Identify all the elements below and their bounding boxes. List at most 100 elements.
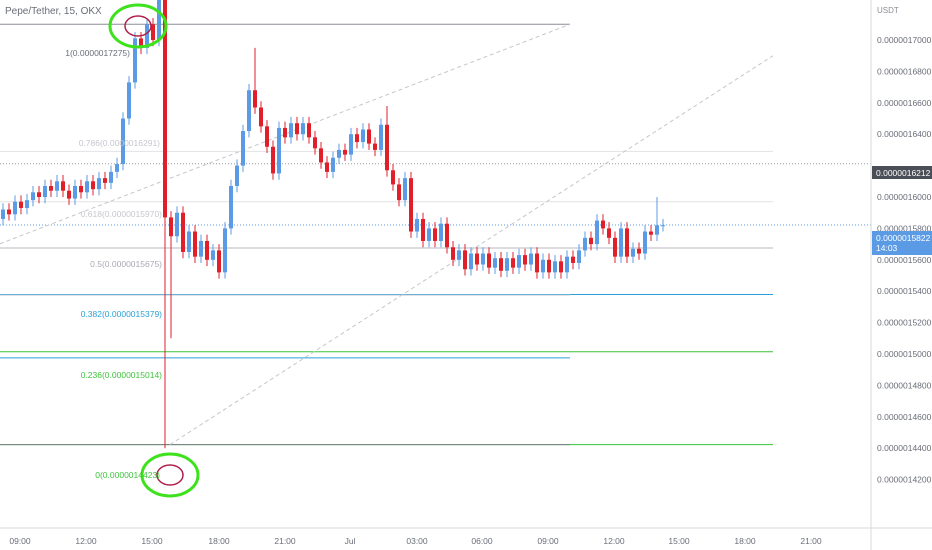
candle-body	[325, 162, 329, 172]
price-tick-label: 0.0000014600	[877, 412, 932, 422]
candle-body	[559, 261, 563, 273]
trend-line[interactable]	[0, 23, 571, 245]
price-tick-label: 0.0000016800	[877, 66, 932, 76]
price-tick-label: 0.0000015200	[877, 318, 932, 328]
candle-body	[637, 248, 641, 254]
candle-body	[277, 127, 281, 174]
swing-low-circle[interactable]	[140, 452, 200, 498]
candle-body	[595, 220, 599, 245]
candle-body	[247, 90, 251, 132]
candle-body	[211, 250, 215, 260]
candle-body	[481, 253, 485, 265]
candle-body	[631, 248, 635, 257]
candle-body	[295, 123, 299, 135]
candle-body	[547, 259, 551, 273]
candle-body	[25, 200, 29, 208]
price-tick-label: 0.0000015800	[877, 223, 932, 233]
price-tick-label: 0.0000015600	[877, 255, 932, 265]
candle-body	[457, 250, 461, 260]
candle-body	[187, 231, 191, 252]
candle-body	[355, 134, 359, 143]
candle-body	[121, 118, 125, 165]
candle-body	[55, 181, 59, 191]
price-tick-label: 0.0000016600	[877, 98, 932, 108]
inner-marker-circle[interactable]	[124, 15, 152, 37]
time-tick-label: 21:00	[274, 536, 296, 546]
candle-body	[229, 186, 233, 229]
candle-body	[391, 170, 395, 185]
price-tick-label: 0.0000014200	[877, 475, 932, 485]
fib-label-1: 1(0.0000017275)	[65, 48, 130, 58]
fib-label-05: 0.5(0.0000015675)	[90, 259, 162, 269]
price-tick-label: 0.0000015000	[877, 349, 932, 359]
candle-body	[31, 192, 35, 201]
candle-body	[37, 192, 41, 197]
candle-body	[541, 259, 545, 273]
candle-body	[85, 181, 89, 193]
price-tick-label: 0.0000016400	[877, 129, 932, 139]
fib-label-0236: 0.236(0.0000015014)	[81, 370, 162, 380]
chart-title: Pepe/Tether, 15, OKX	[5, 6, 102, 17]
candle-body	[13, 201, 17, 215]
time-tick-label: 12:00	[603, 536, 625, 546]
candle-body	[505, 258, 509, 271]
time-tick-label: 06:00	[471, 536, 493, 546]
candle-body	[175, 212, 179, 237]
candle-body	[97, 178, 101, 190]
candle-body	[289, 123, 293, 138]
candle-body	[589, 237, 593, 245]
candle-body	[193, 231, 197, 257]
time-axis[interactable]: 09:00 12:00 15:00 18:00 21:00 Jul 03:00 06:00 09…	[9, 536, 822, 546]
candle-body	[385, 124, 389, 171]
candle-body	[511, 258, 515, 268]
candle-body	[283, 127, 287, 138]
swing-high-circle[interactable]	[108, 3, 168, 49]
candle-body	[7, 209, 11, 215]
candle-body	[439, 223, 443, 241]
time-tick-label: 18:00	[734, 536, 756, 546]
time-tick-label: Jul	[345, 536, 356, 546]
fib-label-0: 0(0.0000014423)	[95, 470, 160, 480]
inner-marker-circle[interactable]	[156, 464, 184, 486]
price-tick-label: 0.0000017000	[877, 35, 932, 45]
price-scale[interactable]: 0.0000017000 0.0000016800 0.0000016600 0.00…	[877, 35, 932, 485]
candle-body	[223, 228, 227, 273]
candle-body	[217, 250, 221, 273]
last-price-tag	[872, 231, 932, 255]
time-tick-label: 09:00	[9, 536, 31, 546]
crosshair-price-label: 0.0000016212	[876, 168, 931, 178]
annotation-circles[interactable]	[108, 3, 200, 498]
last-price-label: 0.0000015822	[876, 233, 931, 243]
candle-body	[487, 253, 491, 268]
candle-body	[553, 261, 557, 273]
candle-body	[613, 237, 617, 257]
candle-body	[415, 218, 419, 232]
candle-body	[517, 255, 521, 268]
candle-body	[205, 240, 209, 260]
candle-body	[163, 0, 167, 218]
time-tick-label: 18:00	[208, 536, 230, 546]
candle-body	[523, 255, 527, 265]
candle-body	[151, 24, 155, 40]
time-tick-label: 03:00	[406, 536, 428, 546]
candle-body	[307, 123, 311, 138]
time-tick-label: 12:00	[75, 536, 97, 546]
candle-body	[349, 134, 353, 155]
candle-body	[367, 129, 371, 144]
fib-label-0786: 0.786(0.0000016291)	[79, 138, 160, 148]
candle-body	[445, 223, 449, 248]
candle-body	[607, 228, 611, 238]
candle-body	[43, 186, 47, 197]
candle-body	[259, 107, 263, 127]
candle-body	[319, 148, 323, 163]
candle-body	[145, 24, 149, 48]
candle-body	[577, 250, 581, 263]
candle-body	[301, 123, 305, 135]
countdown-label: 14:03	[876, 243, 898, 253]
candle-body	[1, 209, 5, 219]
candle-body	[241, 131, 245, 166]
price-tick-label: 0.0000016000	[877, 192, 932, 202]
candle-body	[361, 129, 365, 143]
candle-body	[649, 231, 653, 235]
